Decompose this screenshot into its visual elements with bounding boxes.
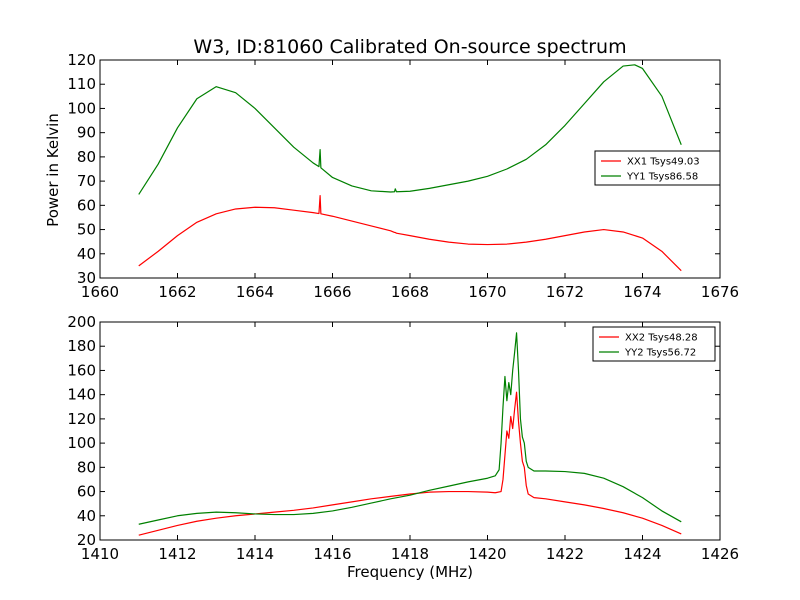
y-tick-label: 80 [77, 458, 96, 476]
x-tick-label: 1416 [313, 545, 351, 563]
bottom-panel: 1410 1412 1414 1416 1418 1420 1422 1424 1426 20 40… [67, 313, 739, 563]
y-tick-label: 160 [67, 361, 96, 379]
x-tick-label: 1670 [468, 283, 506, 301]
legend-label: YY1 Tsys86.58 [626, 172, 698, 183]
y-tick-label: 20 [77, 531, 96, 549]
figure-title: W3, ID:81060 Calibrated On-source spectr… [193, 36, 626, 58]
x-axis-title: Frequency (MHz) [347, 563, 473, 581]
x-tick-label: 1410 [81, 545, 119, 563]
y-tick-label: 90 [77, 124, 96, 142]
legend: XX1 Tsys49.03 YY1 Tsys86.58 [594, 150, 721, 186]
legend-label: XX1 Tsys49.03 [627, 157, 700, 168]
y-tick-label: 50 [77, 221, 96, 239]
x-tick-label: 1426 [701, 545, 739, 563]
y-tick-label: 100 [67, 434, 96, 452]
top-panel: 1660 1662 1664 1666 1668 1670 1672 1674 1676 30 40… [67, 51, 739, 301]
x-tick-label: 1660 [81, 283, 119, 301]
x-tick-label: 1662 [158, 283, 196, 301]
x-tick-label: 1420 [468, 545, 506, 563]
legend-box [592, 326, 716, 362]
x-tick-label: 1424 [623, 545, 661, 563]
series-line-xx-1 [138, 195, 682, 272]
x-tick-label: 1412 [158, 545, 196, 563]
x-tick-label: 1668 [391, 283, 429, 301]
x-tick-label: 1676 [701, 283, 739, 301]
series-line-yy-1 [138, 64, 682, 195]
x-tick-label: 1674 [623, 283, 661, 301]
x-tick-label: 1664 [236, 283, 274, 301]
y-tick-label: 140 [67, 386, 96, 404]
y-tick-label: 60 [77, 483, 96, 501]
y-tick-label: 180 [67, 337, 96, 355]
x-tick-label: 1672 [546, 283, 584, 301]
legend: XX2 Tsys48.28 YY2 Tsys56.72 [592, 326, 716, 362]
y-tick-label: 80 [77, 148, 96, 166]
y-tick-label: 60 [77, 196, 96, 214]
y-axis-title: Power in Kelvin [44, 113, 62, 227]
y-tick-label: 200 [67, 313, 96, 331]
y-tick-label: 100 [67, 99, 96, 117]
x-tick-label: 1414 [236, 545, 274, 563]
x-tick-label: 1422 [546, 545, 584, 563]
legend-label: YY2 Tsys56.72 [624, 348, 696, 359]
y-tick-label: 40 [77, 245, 96, 263]
y-tick-label: 40 [77, 507, 96, 525]
y-tick-label: 120 [67, 51, 96, 69]
series-line-xx-2 [138, 391, 682, 536]
y-tick-label: 110 [67, 75, 96, 93]
x-tick-label: 1666 [313, 283, 351, 301]
y-tick-label: 70 [77, 172, 96, 190]
series-line-yy-2 [138, 332, 682, 525]
x-tick-label: 1418 [391, 545, 429, 563]
legend-label: XX2 Tsys48.28 [625, 333, 698, 344]
legend-box [594, 150, 721, 186]
y-tick-label: 30 [77, 269, 96, 287]
y-tick-label: 120 [67, 410, 96, 428]
